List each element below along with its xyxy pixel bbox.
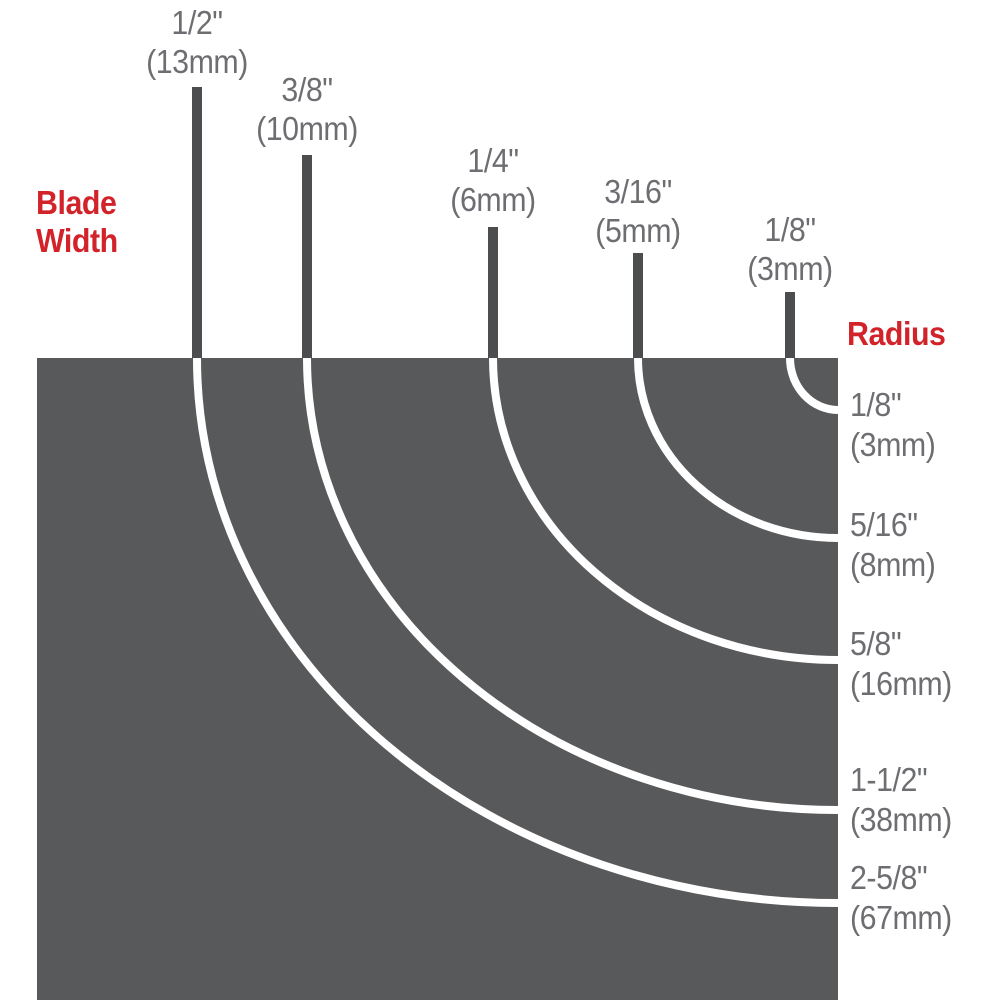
blade-line-5 <box>785 292 795 358</box>
radius-value-label-5: 1/8" (3mm) <box>850 386 936 463</box>
radius-title: Radius <box>847 315 946 352</box>
blade-width-label-1: 1/2" (13mm) <box>146 4 248 80</box>
radius-arc-5 <box>786 357 839 414</box>
radius-value-label-4: 5/16" (8mm) <box>850 506 936 583</box>
blade-line-1 <box>192 87 202 358</box>
blade-width-label-3: 1/4" (6mm) <box>450 142 536 218</box>
radius-value-label-3: 5/8" (16mm) <box>850 625 952 702</box>
material-panel <box>37 358 838 1000</box>
blade-line-4 <box>633 253 643 358</box>
blade-width-label-2: 3/8" (10mm) <box>256 71 358 147</box>
radius-arc-3 <box>489 357 839 664</box>
radius-value-label-1: 2-5/8" (67mm) <box>850 859 952 936</box>
blade-width-label-4: 3/16" (5mm) <box>595 173 681 249</box>
radius-arc-4 <box>634 357 839 542</box>
blade-width-title: Blade Width <box>36 184 118 259</box>
blade-line-3 <box>488 227 498 358</box>
blade-line-2 <box>302 155 312 358</box>
radius-arc-2 <box>303 357 839 814</box>
radius-value-label-2: 1-1/2" (38mm) <box>850 761 952 838</box>
radius-arc-1 <box>193 357 839 907</box>
blade-width-label-5: 1/8" (3mm) <box>747 211 833 287</box>
